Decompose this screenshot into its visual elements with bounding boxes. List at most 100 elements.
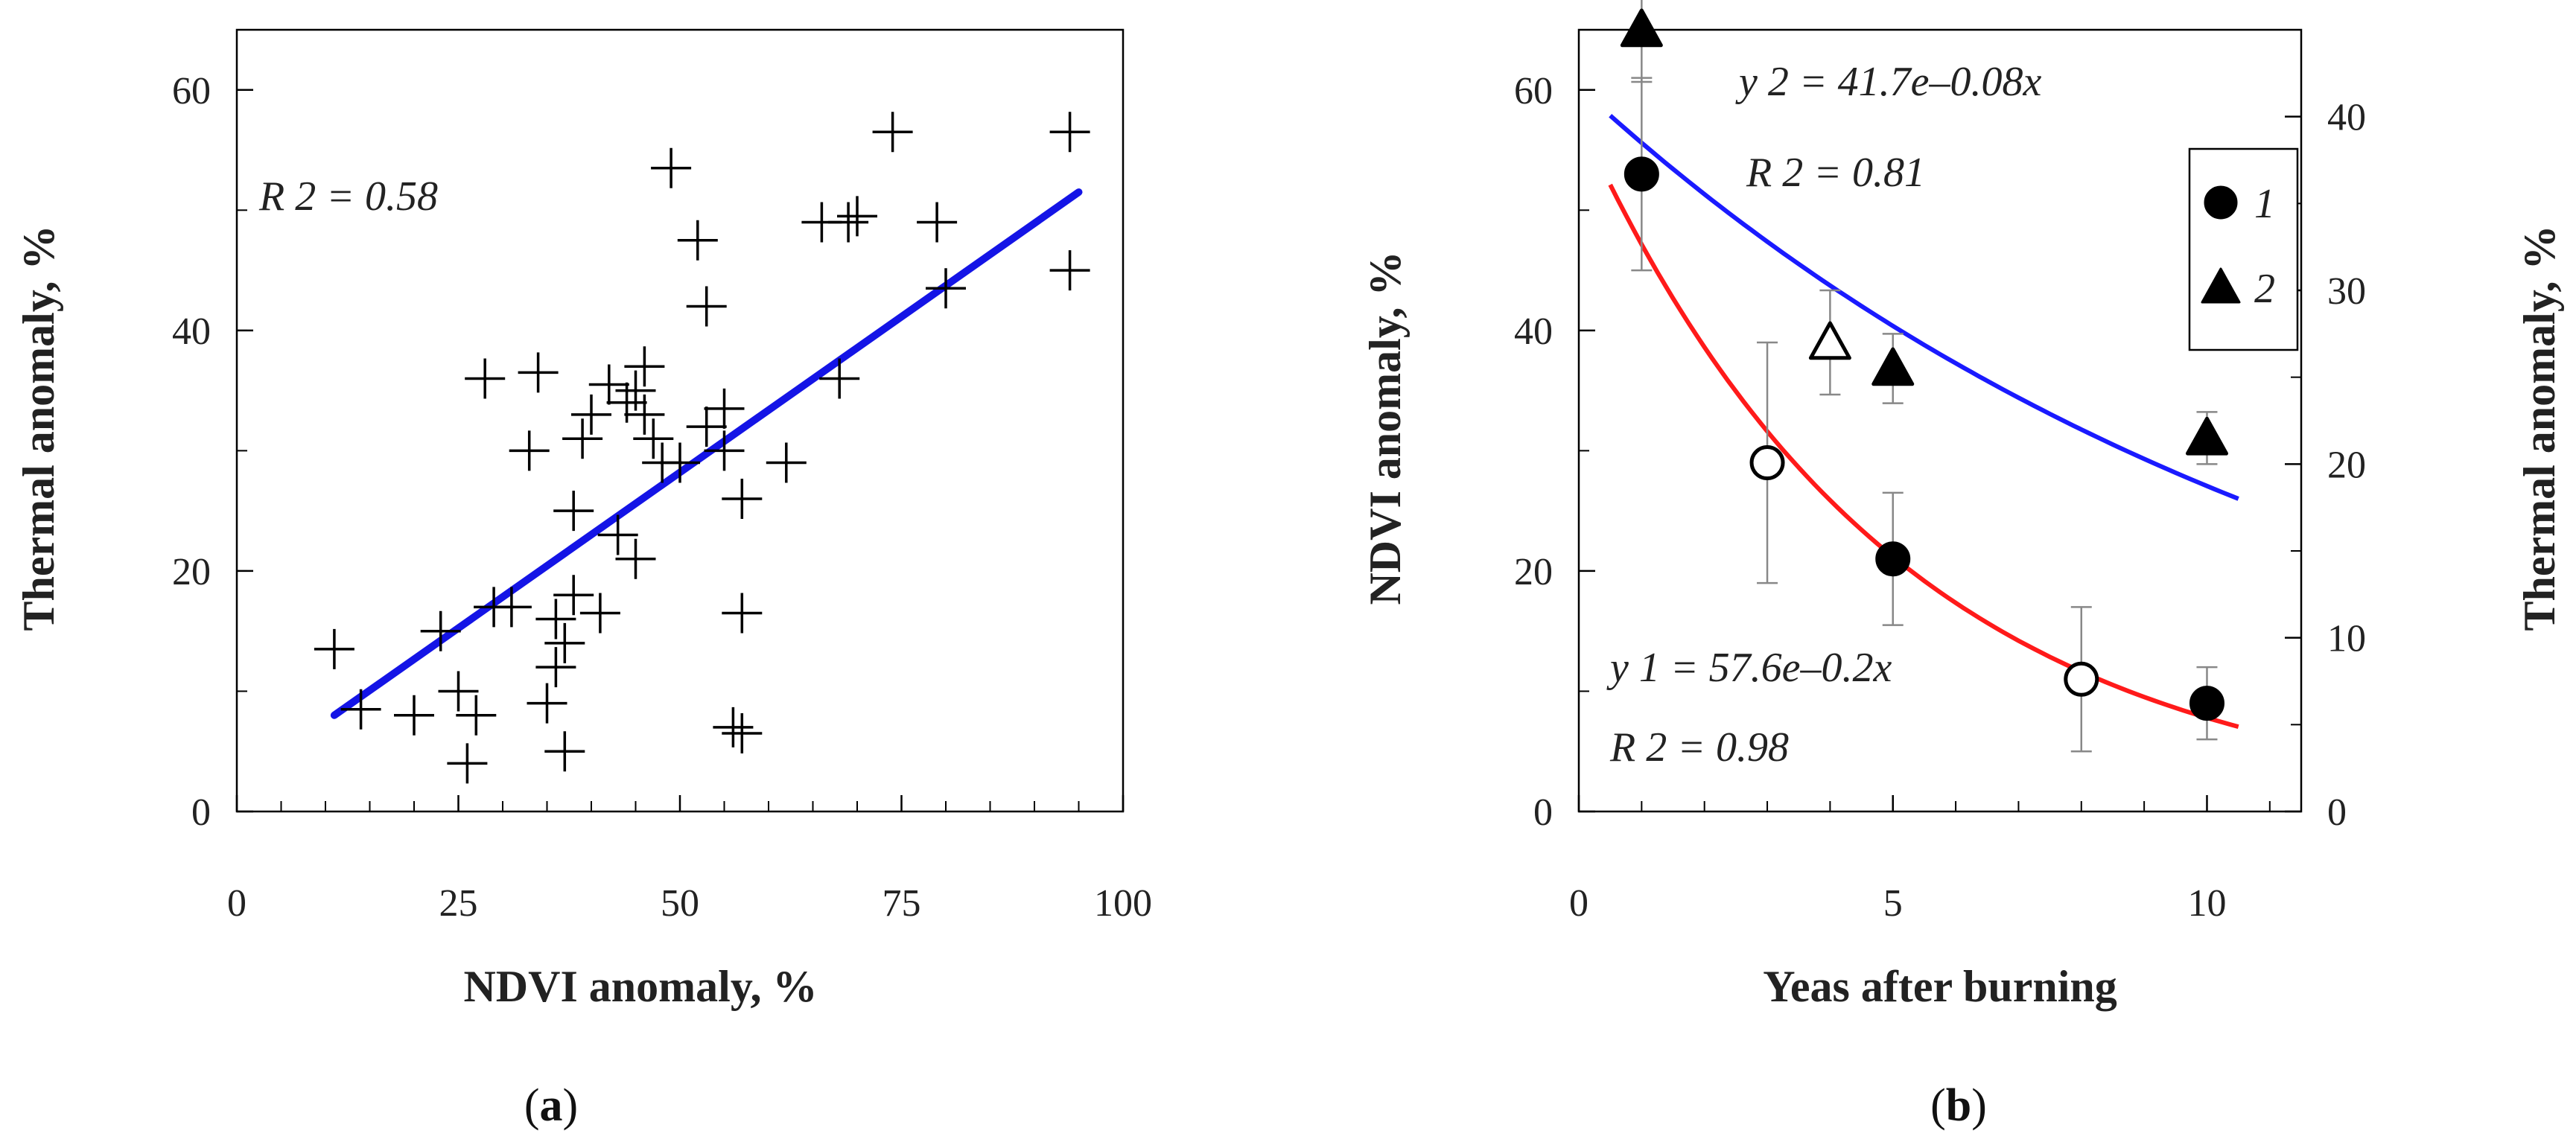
- panel-b-x-tick-label: 10: [2187, 882, 2226, 925]
- panel-b-legend: 12: [2188, 147, 2299, 351]
- panel-a-y-tick-label: 20: [172, 551, 211, 593]
- panel-b-x-tick-label: 5: [1883, 882, 1903, 925]
- panel-a-point: [713, 707, 754, 747]
- panel-a-point: [722, 479, 763, 519]
- panel-b-x-tick-label: 0: [1569, 882, 1588, 925]
- panel-a-point: [456, 695, 497, 736]
- panel-a-point: [624, 346, 665, 387]
- panel-a-point: [465, 358, 506, 399]
- panel-a-point: [314, 628, 354, 669]
- panel-b-x-axis-title: Yeas after burning: [1763, 962, 2117, 1011]
- panel-a-x-tick-label: 0: [227, 882, 247, 925]
- panel-a-point: [1049, 250, 1090, 291]
- panel-a-point: [447, 743, 488, 784]
- panel-a-point: [553, 491, 594, 532]
- panel-a-point: [686, 406, 727, 447]
- panel-b-legend-marker-circle: [2204, 185, 2238, 220]
- panel-a-point: [527, 683, 567, 724]
- panel-b-legend-label: 2: [2254, 266, 2275, 312]
- panel-a-point: [926, 268, 966, 309]
- panel-a-point: [518, 352, 559, 393]
- panel-a-point: [615, 538, 656, 579]
- panel-b-y-tick-label: 60: [1514, 70, 1553, 112]
- panel-a-point: [544, 622, 585, 663]
- panel-a-point: [509, 430, 550, 471]
- panel-a-point: [624, 394, 665, 435]
- panel-b-point-series-2: [1808, 321, 1851, 360]
- panel-a-point: [722, 593, 763, 634]
- panel-a-point: [340, 689, 381, 730]
- panel-a-point: [704, 388, 745, 429]
- panel-b-y-tick-label: 0: [1533, 791, 1553, 834]
- panel-a-point: [438, 671, 479, 712]
- panel-b-plot-frame: [1577, 28, 2303, 813]
- panel-a-point: [686, 286, 727, 327]
- panel-a-fit-line: [330, 188, 1083, 719]
- panel-a-x-tick-label: 75: [882, 882, 921, 925]
- panel-a-point: [571, 394, 611, 435]
- panel-b-fit-curve-y1: [1608, 183, 2239, 729]
- panel-b-r2-1: R 2 = 0.98: [1609, 724, 1789, 771]
- panel-a-point: [615, 370, 656, 411]
- panel-a-point: [872, 112, 913, 153]
- panel-a-point: [722, 713, 763, 753]
- panel-b-legend-box: [2188, 147, 2299, 351]
- panel-a-point: [677, 220, 718, 261]
- panel-a-point: [535, 647, 576, 688]
- panel-b-legend-label: 1: [2254, 181, 2275, 227]
- panel-b-point-series-1: [2189, 686, 2224, 721]
- panel-b-eq1: y 1 = 57.6e–0.2x: [1606, 645, 1892, 691]
- panel-b-point-series-1: [1623, 156, 1659, 192]
- panel-a-point: [1049, 112, 1090, 153]
- panel-b-label: (b): [1930, 1080, 1987, 1131]
- panel-a-x-tick-label: 25: [439, 882, 478, 925]
- panel-b-point-series-2: [1620, 8, 1663, 48]
- panel-b-fit-curve-y2: [1609, 113, 2239, 501]
- panel-a-point: [660, 442, 700, 483]
- panel-a-point: [553, 575, 594, 616]
- panel-a-point: [394, 695, 434, 736]
- panel-b-point-series-1: [2064, 661, 2099, 697]
- panel-a-x-tick-label: 100: [1094, 882, 1152, 925]
- panel-b-point-series-1: [1749, 445, 1785, 481]
- panel-b-y2-tick-label: 40: [2327, 97, 2366, 139]
- panel-a-point: [544, 731, 585, 772]
- panel-a-point: [819, 358, 860, 399]
- panel-b-point-series-1: [1875, 541, 1911, 577]
- panel-a-point: [766, 442, 807, 483]
- panel-b-y-axis-title: NDVI anomaly, %: [1361, 251, 1410, 605]
- panel-b-r2-2: R 2 = 0.81: [1746, 150, 1925, 196]
- panel-b-y2-tick-label: 30: [2327, 270, 2366, 313]
- panel-a-x-axis-title: NDVI anomaly, %: [463, 962, 817, 1011]
- panel-a-point: [651, 147, 692, 188]
- panel-a-point: [597, 514, 638, 555]
- panel-a-point: [704, 430, 745, 471]
- panel-a-point: [837, 196, 877, 237]
- panel-a-point: [606, 382, 647, 423]
- panel-b-y-tick-label: 40: [1514, 310, 1553, 353]
- panel-a-point: [535, 599, 576, 640]
- panel-a-point: [491, 587, 532, 628]
- panel-a-point: [562, 418, 603, 459]
- panel-a-point: [420, 610, 461, 651]
- panel-a-point: [917, 202, 958, 243]
- panel-b-legend-marker-triangle: [2201, 267, 2241, 304]
- panel-b-y-tick-label: 20: [1514, 551, 1553, 593]
- panel-a-point: [828, 202, 869, 243]
- panel-b-y2-axis-title: Thermal anomaly, %: [2515, 225, 2564, 631]
- panel-b-point-series-2: [1871, 347, 1915, 386]
- panel-a-chart: 0 25 50 75 100 0 20 40 60: [172, 30, 1152, 925]
- panel-b-y2-tick-label: 0: [2327, 791, 2347, 834]
- panel-a-y-tick-label: 0: [191, 791, 211, 834]
- panel-a-x-tick-label: 50: [661, 882, 699, 925]
- panel-b-point-series-2: [2185, 416, 2228, 456]
- panel-b-y2-tick-label: 20: [2327, 444, 2366, 486]
- panel-a-y-axis-title: Thermal anomaly, %: [14, 225, 63, 631]
- panel-b-y2-tick-label: 10: [2327, 618, 2366, 660]
- panel-a-point: [633, 418, 674, 459]
- panel-a-point: [588, 364, 629, 405]
- panel-a-r2-annotation: R 2 = 0.58: [258, 173, 438, 220]
- panel-b-eq2: y 2 = 41.7e–0.08x: [1735, 59, 2042, 105]
